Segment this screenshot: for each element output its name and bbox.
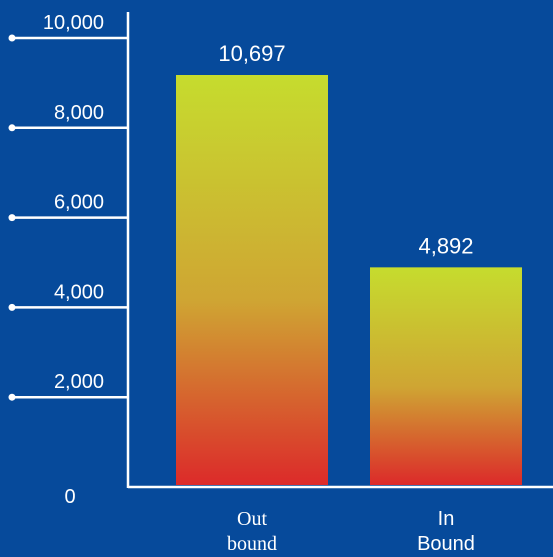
y-tick-dot (8, 303, 16, 311)
bar-data-label: 10,697 (218, 41, 285, 66)
y-tick-label: 10,000 (43, 12, 104, 34)
axes (126, 12, 553, 489)
data-labels: 10,697 4,892 (218, 41, 473, 258)
y-tick-label: 4,000 (54, 281, 104, 303)
y-tick-label: 2,000 (54, 371, 104, 393)
y-tick-dot (8, 214, 16, 222)
bars (176, 75, 522, 485)
y-tick-label: 6,000 (54, 192, 104, 214)
x-category-label: Out (237, 508, 267, 530)
x-category-label: bound (227, 533, 277, 555)
y-axis-ticks: 0 2,000 4,000 6,000 8,000 10,000 (8, 12, 128, 508)
bar-data-label: 4,892 (418, 233, 473, 258)
y-tick-dot (8, 393, 16, 401)
x-axis-categories: Out bound In Bound (227, 508, 475, 555)
bar (176, 75, 328, 485)
y-tick-dot (8, 124, 16, 132)
y-tick-label: 8,000 (54, 102, 104, 124)
x-category-label: Bound (417, 533, 475, 555)
x-category-label: In (438, 508, 455, 530)
bar (370, 267, 522, 485)
y-tick-label: 0 (64, 486, 75, 508)
y-tick-dot (8, 34, 16, 42)
